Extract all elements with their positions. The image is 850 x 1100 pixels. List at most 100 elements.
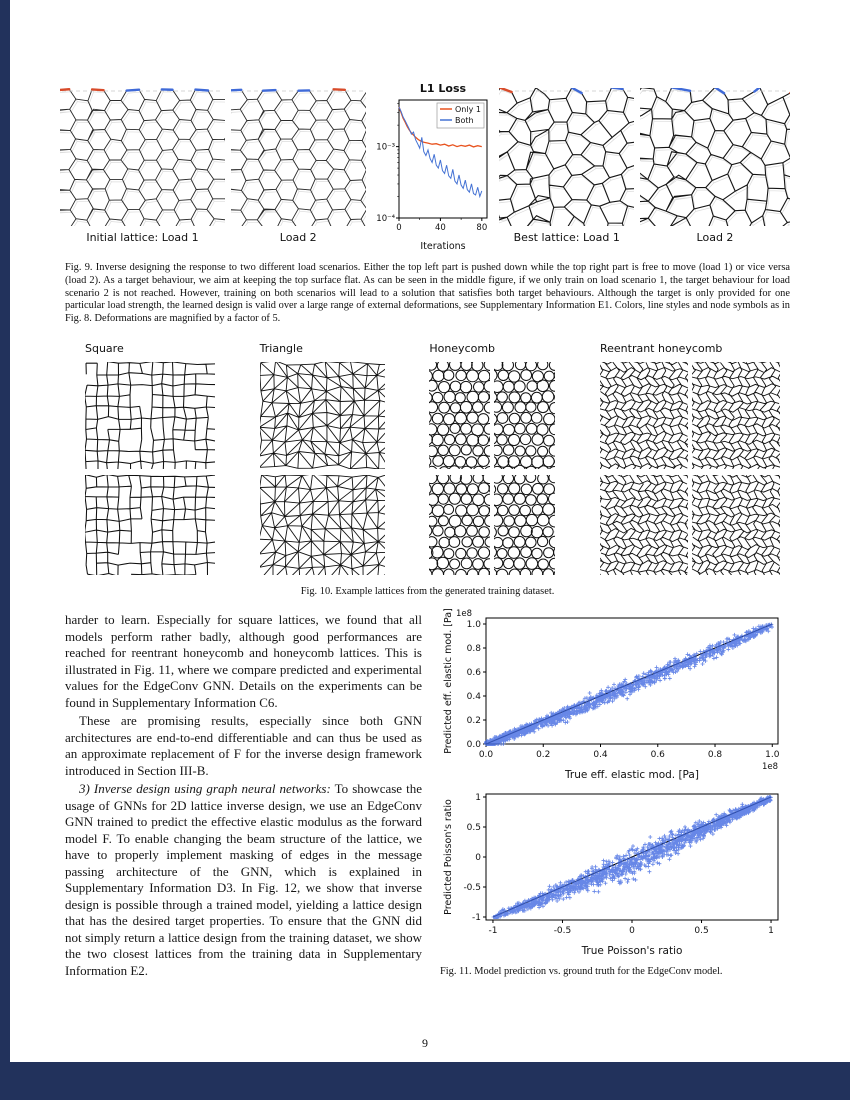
figure11-column: 0.0 0.2 0.4 0.6 0.8 1.0 0.0 0.2 0.4 0.6 0.8 1.0 True… [440,606,794,979]
fig11-elastic-svg: 0.0 0.2 0.4 0.6 0.8 1.0 0.0 0.2 0.4 0.6 0.8 1.0 True… [443,608,780,781]
svg-text:0.8: 0.8 [708,750,723,760]
svg-text:True eff. elastic mod. [Pa]: True eff. elastic mod. [Pa] [564,769,699,781]
figure9: Initial lattice: Load 1 Load 2 L1 Loss 10… [60,80,790,254]
group-honeycomb: Honeycomb [429,342,556,575]
hex-lattice-best-load1 [499,88,635,226]
svg-text:0.0: 0.0 [467,740,482,750]
lattice-honeycomb-4 [494,475,556,575]
svg-text:-0.5: -0.5 [463,883,481,893]
svg-text:0.4: 0.4 [593,750,608,760]
paragraph-3-text: To showcase the usage of GNNs for 2D lat… [65,781,423,978]
hex-lattice-best-load2 [640,88,790,226]
svg-text:Predicted eff. elastic mod. [P: Predicted eff. elastic mod. [Pa] [443,608,454,754]
lattice-reentrant-1 [599,362,688,469]
panel-label-best-load2: Load 2 [696,231,734,244]
svg-text:0.8: 0.8 [467,644,482,654]
lattice-row [599,362,780,469]
page-edge-bottom [0,1062,850,1100]
fig11-caption: Fig. 11. Model prediction vs. ground tru… [440,966,723,977]
svg-text:1: 1 [475,793,481,803]
fig11-poisson-svg: -1 -0.5 0 0.5 1 -1 -0.5 0 0.5 1 True Poisson's rat… [443,793,779,957]
svg-text:1e8: 1e8 [456,609,472,619]
svg-text:0.0: 0.0 [479,750,494,760]
loss-plot-svg: L1 Loss 10⁻³ 10⁻⁴0 40 80 Iterations Only 1 Both [376,82,487,252]
header-reentrant: Reentrant honeycomb [599,342,723,355]
fig9-loss-plot-col: L1 Loss 10⁻³ 10⁻⁴ 0 40 80 Iterations Only 1 Both [372,80,494,254]
svg-text:80: 80 [476,223,487,233]
paragraph-1: harder to learn. Especially for square l… [65,612,422,710]
svg-text:0.6: 0.6 [651,750,666,760]
lattice-honeycomb-2 [494,362,556,469]
lattice-row [259,475,385,575]
panel-label-load2: Load 2 [279,231,317,244]
svg-text:0.5: 0.5 [467,823,481,833]
paragraph-2: These are promising results, especially … [65,713,422,778]
svg-text:Predicted Poisson's ratio: Predicted Poisson's ratio [443,799,454,915]
fig9-caption: Fig. 9. Inverse designing the response t… [65,262,790,325]
svg-text:1.0: 1.0 [765,750,780,760]
lattice-row [259,362,385,469]
fig9-panel-best-load1: Best lattice: Load 1 [499,88,635,244]
lattice-reentrant-4 [691,475,780,575]
fig9-panel-load2: Load 2 [230,88,366,244]
fig10-caption: Fig. 10. Example lattices from the gener… [300,586,555,597]
svg-text:0.2: 0.2 [536,750,550,760]
lattice-triangle-2 [259,475,385,575]
figure10: Square Triangle Honeycomb [85,342,780,575]
subsection-heading: 3) Inverse design using graph neural net… [79,781,331,796]
svg-text:1.0: 1.0 [467,620,482,630]
panel-label-best-load1: Best lattice: Load 1 [513,231,620,244]
svg-text:0: 0 [475,853,481,863]
svg-text:-1: -1 [488,926,497,936]
lattice-honeycomb-3 [429,475,491,575]
lattice-row [599,475,780,575]
svg-text:0: 0 [629,926,635,936]
paragraph-3: 3) Inverse design using graph neural net… [65,781,422,979]
group-reentrant: Reentrant honeycomb [599,342,780,575]
header-square: Square [85,342,124,355]
svg-text:Both: Both [455,116,474,125]
hex-lattice-initial-load1 [60,88,225,226]
loss-plot: L1 Loss 10⁻³ 10⁻⁴ 0 40 80 Iterations Only 1 Both [372,80,494,254]
body-text-column: harder to learn. Especially for square l… [65,612,422,979]
lattice-row [85,362,215,469]
svg-text:0.5: 0.5 [694,926,708,936]
poisson-scatter-plot: -1 -0.5 0 0.5 1 -1 -0.5 0 0.5 1 True Poisson's rat… [440,782,794,958]
lattice-row [85,475,215,575]
group-triangle: Triangle [259,342,385,575]
svg-text:0.2: 0.2 [467,716,481,726]
svg-text:0: 0 [396,223,401,233]
lattice-honeycomb-1 [429,362,491,469]
lattice-reentrant-2 [691,362,780,469]
svg-text:Only 1: Only 1 [455,105,481,114]
hex-lattice-load2 [230,88,366,226]
svg-text:True Poisson's ratio: True Poisson's ratio [581,945,683,957]
page-edge-left [0,0,10,1100]
group-square: Square [85,342,215,575]
svg-text:1e8: 1e8 [762,762,778,772]
svg-text:1: 1 [768,926,774,936]
lattice-reentrant-3 [599,475,688,575]
page-number: 9 [422,1036,428,1050]
header-honeycomb: Honeycomb [429,342,496,355]
svg-text:40: 40 [434,223,445,233]
svg-text:-1: -1 [472,913,481,923]
lattice-row [429,362,556,469]
lattice-triangle-1 [259,362,385,469]
panel-label-initial-load1: Initial lattice: Load 1 [86,231,199,244]
lattice-square-1 [85,362,215,469]
fig9-panel-initial-load1: Initial lattice: Load 1 [60,88,225,244]
svg-text:10⁻³: 10⁻³ [376,143,395,153]
elastic-scatter-plot: 0.0 0.2 0.4 0.6 0.8 1.0 0.0 0.2 0.4 0.6 0.8 1.0 True… [440,606,794,782]
lattice-row [429,475,556,575]
lattice-square-2 [85,475,215,575]
svg-text:L1 Loss: L1 Loss [419,82,466,95]
svg-text:-0.5: -0.5 [554,926,572,936]
svg-text:Iterations: Iterations [420,241,465,252]
fig9-panel-best-load2: Load 2 [640,88,790,244]
svg-text:0.4: 0.4 [467,692,482,702]
svg-text:0.6: 0.6 [467,668,482,678]
svg-text:10⁻⁴: 10⁻⁴ [376,214,395,224]
header-triangle: Triangle [259,342,303,355]
